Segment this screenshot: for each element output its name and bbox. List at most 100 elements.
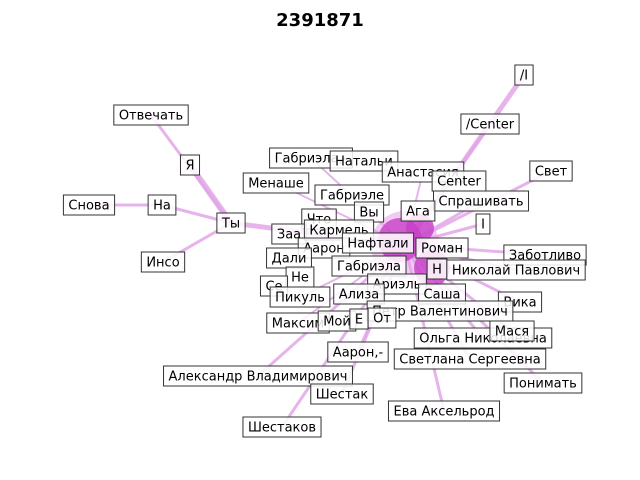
node-label-zaa: Заа [277, 228, 301, 243]
node-label-ot: От [373, 312, 391, 327]
node-sprashivat[interactable]: Спрашивать [432, 190, 530, 212]
node-label-moi: Мой [323, 315, 351, 330]
node-label-menashe: Менаше [248, 177, 304, 192]
node-roman[interactable]: Роман [415, 237, 469, 259]
labels-layer: /I/Center Свет Отвечать Я Снова На Ты Инсо Габри… [62, 64, 587, 438]
node-svet[interactable]: Свет [529, 160, 573, 182]
node-label-roman: Роман [421, 242, 463, 257]
node-label-center_slash: /Center [466, 118, 515, 133]
node-aaron_dash[interactable]: Аарон,- [327, 341, 389, 363]
node-ya[interactable]: Я [179, 154, 201, 176]
node-box-alexander [163, 365, 353, 387]
node-label-ponimat: Понимать [509, 377, 577, 392]
node-label-dali: Дали [272, 252, 307, 267]
node-dali[interactable]: Дали [266, 247, 312, 269]
node-box-center_slash [460, 113, 520, 135]
node-label-na: На [153, 199, 171, 214]
node-gabriele[interactable]: Габриэле [314, 184, 390, 206]
node-pikul[interactable]: Пикуль [269, 286, 331, 308]
node-box-ya [179, 154, 201, 176]
node-box-otvechat [113, 104, 189, 126]
node-na[interactable]: На [147, 194, 177, 216]
node-box-aga [400, 200, 436, 222]
node-label-shestak: Шестак [316, 388, 369, 403]
node-label-natal: Натальи [335, 155, 393, 170]
node-e_small[interactable]: Е [349, 308, 369, 330]
node-box-menashe [242, 172, 310, 194]
node-label-eva: Ева Аксельрод [393, 405, 494, 420]
node-aliza[interactable]: Ализа [333, 283, 385, 305]
node-shestak[interactable]: Шестак [310, 383, 374, 405]
node-alexander[interactable]: Александр Владимирович [163, 365, 353, 387]
node-box-roman [415, 237, 469, 259]
node-snova[interactable]: Снова [62, 194, 116, 216]
node-box-na [147, 194, 177, 216]
node-label-shestakov: Шестаков [248, 421, 316, 436]
node-box-masya [489, 320, 535, 342]
node-ot[interactable]: От [367, 307, 397, 329]
node-label-nikolai: Николай Павлович [452, 264, 580, 279]
node-label-snova: Снова [68, 199, 109, 214]
node-center_slash[interactable]: /Center [460, 113, 520, 135]
node-label-gabriela_dash: Габриэла,- [275, 152, 348, 167]
node-gabriela[interactable]: Габриэла [331, 255, 407, 277]
node-nikolai[interactable]: Николай Павлович [446, 259, 586, 281]
node-box-naftali [341, 232, 415, 254]
diagram-title: 2391871 [276, 10, 364, 31]
node-shestakov[interactable]: Шестаков [242, 416, 322, 438]
node-label-inso: Инсо [146, 256, 179, 271]
node-label-maksim: Максим [272, 317, 324, 332]
node-label-naftali: Нафтали [347, 237, 408, 252]
node-label-aaron_dash: Аарон,- [333, 346, 384, 361]
node-label-ariel: Ариэль [373, 278, 422, 293]
node-label-i_slash: /I [520, 69, 528, 84]
node-sasha[interactable]: Саша [418, 283, 466, 305]
node-naftali[interactable]: Нафтали [341, 232, 415, 254]
node-label-otvechat: Отвечать [119, 109, 183, 124]
node-label-masya: Мася [495, 325, 529, 340]
node-eva[interactable]: Ева Аксельрод [387, 400, 501, 422]
node-box-ot [367, 307, 397, 329]
node-label-e_small: Е [355, 313, 363, 328]
node-box-i_slash [514, 64, 534, 86]
node-label-vy: Вы [359, 206, 378, 221]
node-label-aga: Ага [406, 205, 430, 220]
node-menashe[interactable]: Менаше [242, 172, 310, 194]
node-svetlana[interactable]: Светлана Сергеевна [393, 348, 547, 370]
node-box-svetlana [393, 348, 547, 370]
node-label-gabriela: Габриэла [337, 260, 401, 275]
node-box-natal [329, 150, 399, 172]
node-label-pikul: Пикуль [275, 291, 325, 306]
node-maksim[interactable]: Максим [266, 312, 330, 334]
node-label-svetlana: Светлана Сергеевна [399, 353, 540, 368]
node-n_hub[interactable]: Н [426, 258, 448, 280]
node-box-pikul [269, 286, 331, 308]
node-otvechat[interactable]: Отвечать [113, 104, 189, 126]
node-vy[interactable]: Вы [353, 201, 385, 223]
node-ne[interactable]: Не [285, 266, 315, 288]
node-ponimat[interactable]: Понимать [503, 372, 583, 394]
node-masya[interactable]: Мася [489, 320, 535, 342]
node-i_slash[interactable]: /I [514, 64, 534, 86]
node-label-gabriele: Габриэле [320, 189, 384, 204]
node-box-gabriele [314, 184, 390, 206]
node-label-ne: Не [291, 271, 309, 286]
node-aga[interactable]: Ага [400, 200, 436, 222]
node-label-center: Center [437, 175, 481, 190]
node-ty[interactable]: Ты [216, 212, 246, 234]
node-center[interactable]: Center [431, 170, 487, 192]
node-label-aliza: Ализа [339, 288, 380, 303]
node-natal[interactable]: Натальи [329, 150, 399, 172]
node-label-valentinovich: Петр Валентинович [372, 305, 508, 320]
node-label-ya: Я [185, 159, 194, 174]
node-inso[interactable]: Инсо [140, 251, 186, 273]
node-label-sprashivat: Спрашивать [438, 195, 523, 210]
node-i_cap[interactable]: I [475, 213, 491, 235]
node-zaa[interactable]: Заа [271, 223, 307, 245]
node-box-aaron_dash [327, 341, 389, 363]
node-box-i_cap [475, 213, 491, 235]
node-moi[interactable]: Мой [317, 310, 357, 332]
node-box-aliza [333, 283, 385, 305]
node-box-snova [62, 194, 116, 216]
